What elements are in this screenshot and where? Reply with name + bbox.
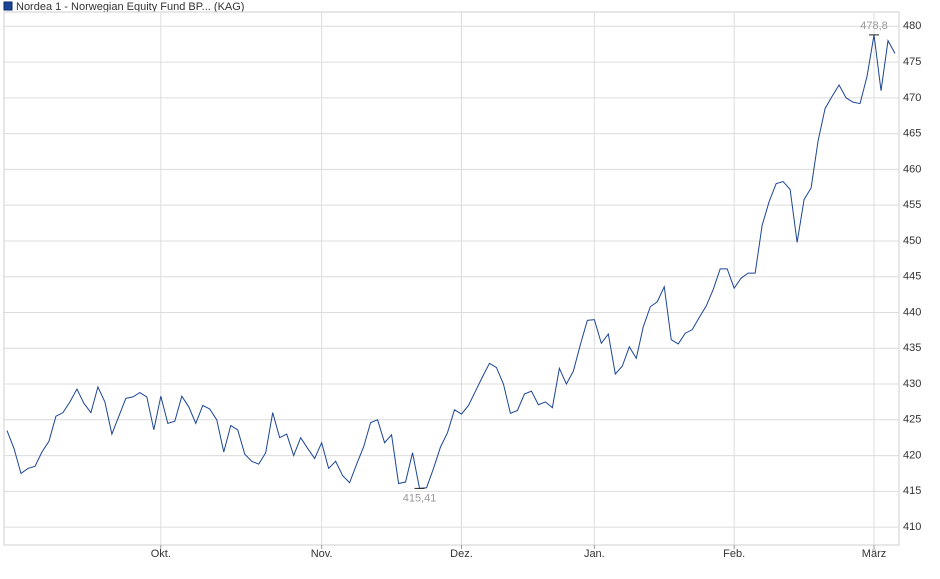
x-tick-label: Jan. (584, 548, 605, 560)
y-tick-label: 430 (903, 378, 921, 390)
x-tick-label: Dez. (450, 548, 473, 560)
y-tick-label: 470 (903, 92, 921, 104)
plot-area (3, 11, 900, 546)
y-tick-label: 450 (903, 235, 921, 247)
y-tick-label: 480 (903, 20, 921, 32)
x-tick-label: März (862, 548, 886, 560)
y-tick-label: 455 (903, 199, 921, 211)
y-tick-label: 465 (903, 128, 921, 140)
y-tick-label: 410 (903, 521, 921, 533)
y-tick-label: 420 (903, 449, 921, 461)
y-tick-label: 475 (903, 56, 921, 68)
legend-label: Nordea 1 - Norwegian Equity Fund BP... (… (16, 1, 244, 13)
y-tick-label: 440 (903, 306, 921, 318)
y-tick-label: 425 (903, 414, 921, 426)
series-line (6, 34, 896, 489)
x-tick-label: Nov. (311, 548, 333, 560)
x-tick-label: Feb. (723, 548, 745, 560)
x-tick-label: Okt. (151, 548, 171, 560)
annotation: 478,8 (860, 20, 888, 32)
y-tick-label: 435 (903, 342, 921, 354)
y-tick-label: 460 (903, 163, 921, 175)
annotation: 415,41 (403, 492, 437, 504)
y-tick-label: 445 (903, 271, 921, 283)
y-tick-label: 415 (903, 485, 921, 497)
legend-swatch (3, 1, 13, 11)
